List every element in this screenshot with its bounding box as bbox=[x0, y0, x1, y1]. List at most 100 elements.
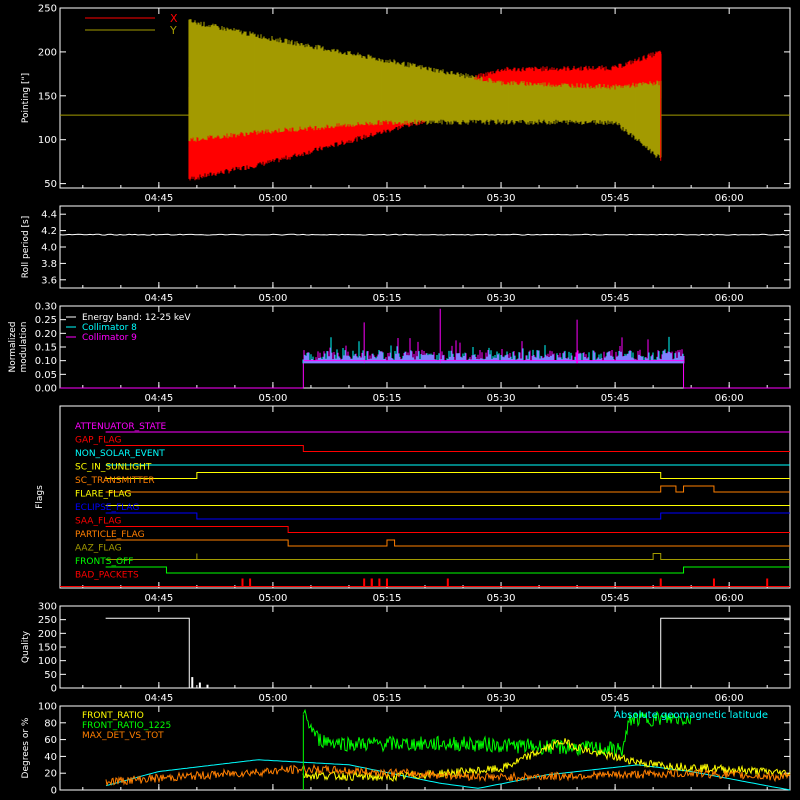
modulation-xtick-label: 05:00 bbox=[259, 393, 288, 404]
panels: 04:45 05:00 05:15 05:30 05:45 06:00 50 100 150 20… bbox=[8, 4, 791, 797]
modulation-xtick-label: 05:15 bbox=[373, 393, 402, 404]
ratio-legend-label: FRONT_RATIO bbox=[82, 711, 144, 721]
pointing-ylabel: Pointing ["] bbox=[21, 73, 31, 123]
ratio-series-1 bbox=[302, 708, 692, 757]
pointing-ytick-label: 50 bbox=[44, 179, 57, 190]
modulation-xtick-label: 05:30 bbox=[487, 393, 516, 404]
pointing-ytick-label: 150 bbox=[38, 91, 57, 102]
ratios-ylabel: Degrees or % bbox=[21, 717, 31, 778]
flags-xtick-label: 04:45 bbox=[144, 593, 173, 604]
modulation-ylabel-line2: modulation bbox=[19, 322, 29, 373]
modulation-ytick-label: 0.10 bbox=[35, 356, 57, 367]
ratios-ytick-label: 0 bbox=[51, 786, 57, 797]
pointing-xtick-label: 05:45 bbox=[601, 193, 630, 204]
mod-legend-label: Energy band: 12-25 keV bbox=[82, 313, 191, 323]
flag-attenuator-state: ATTENUATOR_STATE bbox=[75, 422, 790, 433]
flag-trace bbox=[105, 526, 790, 533]
flag-trace bbox=[105, 512, 790, 520]
modulation-ytick-label: 0.20 bbox=[35, 329, 57, 340]
quality-panel: 04:45 05:00 05:15 05:30 05:45 06:00 0 50 100 150 2… bbox=[21, 602, 791, 704]
pointing-panel: 04:45 05:00 05:15 05:30 05:45 06:00 50 100 150 20… bbox=[21, 4, 791, 204]
modulation-xtick-label: 05:45 bbox=[601, 393, 630, 404]
modulation-ytick-label: 0.30 bbox=[35, 302, 57, 313]
flag-gap-flag: GAP_FLAG bbox=[75, 436, 790, 452]
roll-xtick-label: 05:45 bbox=[601, 293, 630, 304]
quality-ytick-label: 200 bbox=[38, 629, 57, 640]
flag-particle-flag: PARTICLE_FLAG bbox=[75, 530, 790, 547]
modulation-ytick-label: 0.05 bbox=[35, 370, 57, 381]
roll-xtick-label: 04:45 bbox=[144, 293, 173, 304]
roll-ytick-label: 4.0 bbox=[41, 243, 57, 254]
quality-ytick-label: 100 bbox=[38, 656, 57, 667]
quality-xtick-label: 05:00 bbox=[259, 693, 288, 704]
roll-xtick-label: 05:30 bbox=[487, 293, 516, 304]
quality-xtick-label: 05:30 bbox=[487, 693, 516, 704]
ratios-panel: 0 20 40 60 80 100 Degrees or % FRONT_RATIOFRONT… bbox=[21, 702, 791, 797]
roll-period-line bbox=[59, 233, 790, 236]
roll-ytick-label: 4.2 bbox=[41, 226, 57, 237]
ratios-ytick-label: 20 bbox=[44, 769, 57, 780]
flag-trace bbox=[105, 566, 790, 574]
flag-aaz-flag: AAZ_FLAG bbox=[75, 544, 790, 560]
ratios-ytick-label: 100 bbox=[38, 702, 57, 713]
flags-xtick-label: 05:15 bbox=[373, 593, 402, 604]
modulation-xtick-label: 04:45 bbox=[144, 393, 173, 404]
flag-trace bbox=[105, 539, 790, 547]
quality-xtick-label: 05:45 bbox=[601, 693, 630, 704]
flag-label: BAD_PACKETS bbox=[75, 571, 139, 581]
quality-ytick-label: 150 bbox=[38, 643, 57, 654]
mod-legend-label: Collimator 8 bbox=[82, 323, 137, 333]
ratio-series-3 bbox=[105, 763, 791, 787]
quality-ytick-label: 250 bbox=[38, 615, 57, 626]
quality-ylabel: Quality bbox=[21, 630, 31, 663]
pointing-series-y bbox=[188, 19, 662, 158]
flag-label: FRONTS_OFF bbox=[75, 557, 133, 567]
pointing-xtick-label: 04:45 bbox=[144, 193, 173, 204]
flag-label: GAP_FLAG bbox=[75, 436, 121, 446]
flag-label: AAZ_FLAG bbox=[75, 544, 122, 554]
flag-sc-in-sunlight: SC_IN_SUNLIGHT bbox=[75, 463, 790, 479]
quality-ytick-label: 0 bbox=[51, 684, 57, 695]
roll-frame bbox=[59, 205, 791, 289]
pointing-xtick-label: 05:00 bbox=[259, 193, 288, 204]
flag-label: FLARE_FLAG bbox=[75, 490, 131, 500]
ratio-legend-label: FRONT_RATIO_1225 bbox=[82, 721, 171, 731]
roll-ytick-label: 4.4 bbox=[41, 210, 57, 221]
flag-eclipse-flag: ECLIPSE_FLAG bbox=[75, 503, 790, 520]
flag-fronts-off: FRONTS_OFF bbox=[75, 557, 790, 574]
modulation-ylabel-line1: Normalized bbox=[8, 321, 18, 372]
legend-label-x: X bbox=[170, 12, 178, 25]
flags-panel: 04:45 05:00 05:15 05:30 05:45 06:00 Flags ATTEN… bbox=[35, 405, 791, 604]
roll-xtick-label: 06:00 bbox=[715, 293, 744, 304]
pointing-ytick-label: 100 bbox=[38, 135, 57, 146]
quality-line bbox=[105, 617, 790, 689]
flag-flare-flag: FLARE_FLAG bbox=[75, 490, 790, 506]
ratios-ytick-label: 60 bbox=[44, 735, 57, 746]
quality-ytick-label: 50 bbox=[44, 670, 57, 681]
modulation-panel: 04:45 05:00 05:15 05:30 05:45 06:00 0.00 0.05 0.… bbox=[8, 302, 791, 404]
ratios-ytick-label: 40 bbox=[44, 752, 57, 763]
flag-label: SC_TRANSMITTER bbox=[75, 476, 155, 486]
roll-ytick-label: 3.6 bbox=[41, 275, 57, 286]
mod-legend-label: Collimator 9 bbox=[82, 333, 137, 343]
pointing-ytick-label: 250 bbox=[38, 4, 57, 15]
quality-ytick-label: 300 bbox=[38, 602, 57, 613]
flag-label: NON_SOLAR_EVENT bbox=[75, 449, 165, 459]
pointing-xtick-label: 05:30 bbox=[487, 193, 516, 204]
roll-xtick-label: 05:00 bbox=[259, 293, 288, 304]
flags-frame bbox=[59, 405, 791, 589]
ratio-annotation: Absolute geomagnetic latitude bbox=[614, 710, 768, 721]
flag-label: SC_IN_SUNLIGHT bbox=[75, 463, 152, 473]
legend-label-y: Y bbox=[169, 24, 177, 37]
flags-xtick-label: 05:00 bbox=[259, 593, 288, 604]
ratios-ytick-label: 80 bbox=[44, 718, 57, 729]
flag-saa-flag: SAA_FLAG bbox=[75, 517, 790, 533]
flag-trace bbox=[105, 445, 790, 452]
ratio-series-2 bbox=[302, 738, 791, 782]
flags-xtick-label: 05:30 bbox=[487, 593, 516, 604]
modulation-ytick-label: 0.00 bbox=[35, 384, 57, 395]
flag-non-solar-event: NON_SOLAR_EVENT bbox=[75, 449, 790, 466]
roll-ytick-label: 3.8 bbox=[41, 259, 57, 270]
modulation-xtick-label: 06:00 bbox=[715, 393, 744, 404]
